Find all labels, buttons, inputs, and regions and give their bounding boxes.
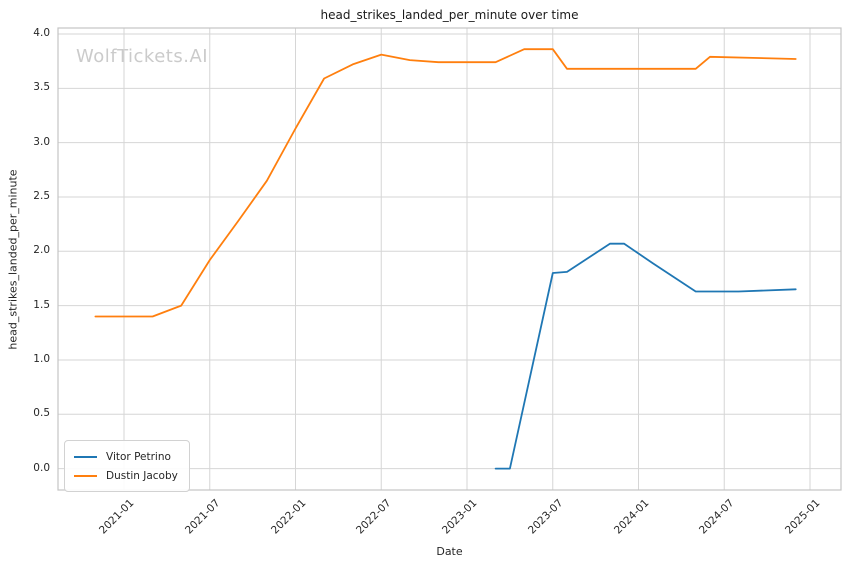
y-tick-label: 2.0 [33,244,50,257]
legend-line-swatch [74,474,97,477]
x-axis-label: Date [436,545,463,558]
y-tick-label: 3.5 [33,81,50,94]
legend-label: Vitor Petrino [106,450,171,463]
chart-title: head_strikes_landed_per_minute over time [320,8,579,22]
y-tick-label: 1.5 [33,298,50,311]
y-tick-label: 2.5 [33,189,50,202]
legend-line-swatch [74,455,97,458]
legend: Vitor Petrino Dustin Jacoby [64,440,190,492]
y-tick-label: 1.0 [33,352,50,365]
legend-item: Dustin Jacoby [74,466,178,485]
y-tick-label: 3.0 [33,135,50,148]
watermark: WolfTickets.AI [76,46,209,67]
y-tick-label: 0.0 [33,461,50,474]
series-line-dustin-jacoby [94,48,797,318]
y-tick-label: 4.0 [33,27,50,39]
series-line-vitor-petrino [494,242,797,470]
legend-label: Dustin Jacoby [106,469,178,482]
legend-item: Vitor Petrino [74,447,178,466]
plot-border [57,27,842,491]
y-tick-label: 0.5 [33,407,50,420]
